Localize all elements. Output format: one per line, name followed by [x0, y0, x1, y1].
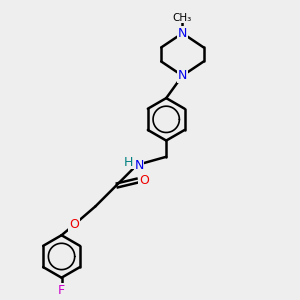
- Text: H: H: [124, 156, 134, 169]
- Text: O: O: [139, 174, 149, 187]
- Text: CH₃: CH₃: [173, 13, 192, 23]
- Text: N: N: [178, 69, 187, 82]
- Text: O: O: [69, 218, 79, 231]
- Text: N: N: [134, 158, 144, 172]
- Text: F: F: [58, 284, 65, 298]
- Text: N: N: [178, 27, 187, 40]
